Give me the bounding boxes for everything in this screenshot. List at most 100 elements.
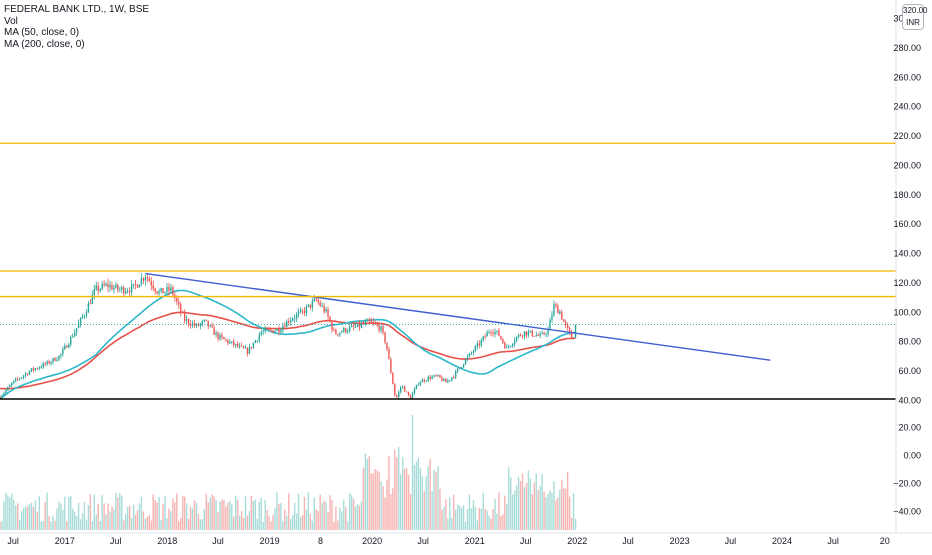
volume-bar — [260, 497, 262, 530]
legend-ma50[interactable]: MA (50, close, 0) — [4, 27, 80, 38]
candle-body — [209, 325, 211, 327]
volume-bar — [75, 515, 78, 530]
volume-bar — [180, 518, 182, 530]
candle-body — [1, 395, 3, 399]
volume-bar — [22, 507, 25, 530]
candle-body — [66, 345, 68, 348]
time-tick-label: 2018 — [157, 536, 177, 546]
volume-bar — [327, 511, 329, 530]
volume-bar — [380, 481, 382, 530]
candle-body — [225, 339, 227, 341]
candle-body — [315, 298, 317, 300]
candle-body — [549, 319, 551, 329]
volume-bar — [468, 494, 471, 530]
candle-body — [126, 291, 129, 292]
candle-body — [227, 340, 229, 344]
volume-bar — [58, 501, 60, 530]
candle-body — [197, 323, 200, 326]
candle-body — [178, 301, 180, 305]
volume-bar — [511, 494, 514, 530]
volume-bar — [343, 500, 345, 530]
candle-body — [18, 378, 21, 380]
candle-body — [34, 368, 37, 370]
volume-bar — [458, 505, 461, 530]
candle-body — [48, 361, 50, 364]
candle-body — [123, 287, 125, 294]
candle-body — [103, 283, 105, 286]
candle-body — [301, 309, 304, 311]
candle-body — [140, 278, 143, 285]
volume-bar — [356, 504, 359, 530]
candle-body — [565, 321, 567, 326]
candle-body — [297, 312, 300, 315]
volume-bar — [490, 518, 492, 530]
candle-body — [28, 371, 31, 375]
candle-body — [559, 311, 561, 314]
candle-body — [380, 326, 382, 331]
time-tick-label: 2017 — [55, 536, 75, 546]
candle-body — [403, 386, 406, 392]
volume-bar — [392, 488, 394, 530]
volume-bar — [128, 505, 131, 530]
legend-ma200[interactable]: MA (200, close, 0) — [4, 38, 85, 50]
candle-body — [107, 283, 109, 288]
candle-body — [213, 327, 215, 335]
volume-bar — [140, 496, 143, 530]
candle-body — [148, 278, 150, 282]
volume-bar — [103, 503, 105, 530]
candle-body — [513, 340, 516, 344]
candle-body — [543, 332, 545, 335]
candle-body — [388, 349, 390, 360]
volume-bar — [570, 517, 573, 530]
legend-symbol[interactable]: FEDERAL BANK LTD., 1W, BSE — [4, 4, 150, 15]
candle-body — [193, 323, 196, 326]
volume-bar — [480, 508, 482, 530]
candle-body — [445, 379, 447, 383]
candle-body — [235, 343, 237, 346]
candle-body — [81, 316, 84, 318]
volume-bar — [240, 510, 243, 530]
volume-bar — [492, 508, 494, 530]
volume-bar — [252, 500, 255, 530]
candle-body — [181, 312, 184, 314]
candle-body — [390, 359, 392, 373]
volume-bar — [266, 509, 268, 530]
volume-bar — [453, 494, 455, 530]
candle-body — [482, 336, 484, 341]
candle-body — [22, 375, 25, 378]
candle-body — [504, 342, 506, 348]
volume-bar — [559, 489, 561, 530]
candle-body — [211, 325, 213, 328]
volume-bar — [168, 508, 170, 530]
candle-body — [553, 304, 555, 316]
ma50-line — [0, 289, 576, 400]
candle-body — [7, 387, 9, 391]
candle-body — [162, 287, 164, 294]
currency-button[interactable]: 320.00 INR — [902, 4, 927, 30]
horizontal-levels: 214.70127.75110.3540.6091.35 — [0, 137, 930, 405]
candle-body — [409, 395, 412, 399]
volume-bar — [449, 497, 451, 530]
volume-bar — [553, 481, 555, 530]
time-tick-label: Jul — [827, 536, 839, 546]
volume-bar — [445, 499, 447, 530]
candle-body — [219, 334, 221, 339]
candle-body — [472, 351, 475, 353]
candle-body — [5, 390, 7, 394]
candle-body — [478, 343, 480, 346]
volume-bar — [411, 415, 414, 530]
volume-bar — [146, 516, 149, 530]
volume-bar — [441, 509, 443, 530]
volume-bar — [60, 503, 62, 530]
legend-vol[interactable]: Vol — [4, 15, 18, 27]
candle-body — [130, 284, 133, 293]
candle-body — [282, 326, 284, 331]
candle-body — [38, 367, 40, 369]
candle-body — [545, 333, 547, 335]
candle-body — [207, 320, 209, 327]
price-tick-label: 100.00 — [893, 307, 921, 317]
candle-body — [262, 331, 264, 333]
volume-bar — [433, 470, 435, 530]
volume-bar — [166, 518, 168, 530]
